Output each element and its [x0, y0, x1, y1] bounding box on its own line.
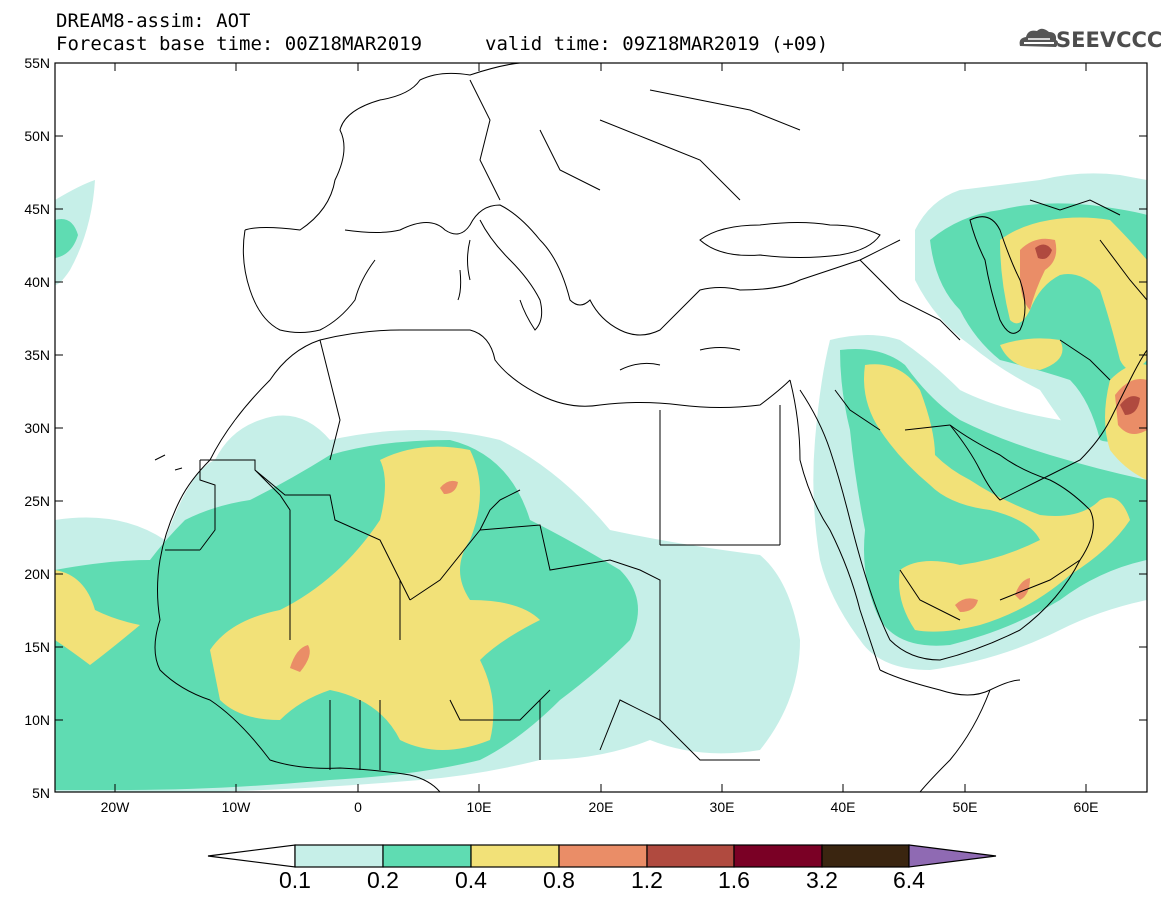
lon-label: 60E [1073, 799, 1099, 815]
colorbar-segment-4 [558, 844, 648, 868]
lat-label: 45N [24, 201, 50, 217]
colorbar-segment-6 [733, 844, 823, 868]
aot-field-dark-caspian [1035, 244, 1052, 259]
lat-label: 10N [24, 712, 50, 728]
colorbar-segment-7 [821, 844, 910, 868]
aot-field-orange-arabia-1 [955, 598, 978, 612]
aot-field-orange-sahara-1 [290, 645, 310, 672]
coastline-persian-gulf [949, 349, 1147, 501]
coastline-caspian [969, 216, 1026, 334]
lon-label: 20W [100, 799, 130, 815]
colorbar-segment-3 [470, 844, 560, 868]
lat-label: 20N [24, 566, 50, 582]
lat-label: 5N [32, 785, 50, 801]
colorbar-label: 0.8 [543, 867, 575, 893]
colorbar-segment-5 [646, 844, 735, 868]
lat-label: 30N [24, 420, 50, 436]
aot-field-orange-sahara-2 [440, 480, 458, 494]
cloud-logo-icon [1019, 28, 1058, 47]
coastline-black-sea [699, 222, 881, 258]
colorbar-label: 1.2 [631, 867, 663, 893]
colorbar-label: 0.4 [455, 867, 487, 893]
map-title: DREAM8-assim: AOT [56, 10, 251, 32]
colorbar-right-arrow [908, 844, 997, 868]
colorbar-label: 1.6 [718, 867, 750, 893]
coastline-islands [154, 269, 741, 471]
aot-field-yellow-west [55, 570, 140, 665]
lat-label: 40N [24, 274, 50, 290]
aot-field-yellow-arabia [864, 364, 1130, 632]
lat-label: 50N [24, 128, 50, 144]
aot-field-yellow-iran [1000, 338, 1063, 370]
coastline-italy [467, 219, 543, 331]
colorbar-label: 0.1 [279, 867, 311, 893]
colorbar [207, 844, 997, 868]
lon-label: 50E [952, 799, 978, 815]
colorbar-label: 0.2 [367, 867, 399, 893]
lon-label: 40E [830, 799, 856, 815]
coastline-north-africa [234, 329, 791, 421]
coastlines-and-borders [154, 63, 1147, 792]
lat-label: 35N [24, 347, 50, 363]
aot-field-orange-arabia-2 [1015, 578, 1030, 600]
lat-label: 55N [24, 55, 50, 71]
colorbar-label: 3.2 [806, 867, 838, 893]
colorbar-label: 6.4 [893, 867, 925, 893]
colorbar-segment-2 [382, 844, 472, 868]
aot-field-dark-iran [1120, 396, 1140, 415]
aot-field-yellow-sahara [210, 446, 540, 750]
lon-label: 10E [466, 799, 492, 815]
country-borders [165, 79, 1147, 770]
base-time-label: Forecast base time: 00Z18MAR2019 [56, 33, 423, 55]
lon-label: 30E [709, 799, 735, 815]
lon-label: 10W [221, 799, 251, 815]
lat-label: 15N [24, 639, 50, 655]
colorbar-segment-1 [294, 844, 384, 868]
logo-text: SEEVCCC [1056, 28, 1163, 52]
lon-label: 0 [354, 799, 362, 815]
valid-time-label: valid time: 09Z18MAR2019 (+09) [485, 33, 829, 55]
lat-label: 25N [24, 493, 50, 509]
coastline-west-africa [154, 419, 441, 792]
aot-contour-fields [55, 173, 1147, 792]
colorbar-left-arrow [207, 844, 296, 868]
coastline-horn-africa [879, 669, 1021, 792]
lon-label: 20E [588, 799, 614, 815]
axis-ticks [55, 62, 1147, 792]
coastline-red-sea [789, 379, 1094, 671]
aot-field-medium-atlantic [55, 219, 78, 258]
coastline-europe [242, 63, 901, 336]
